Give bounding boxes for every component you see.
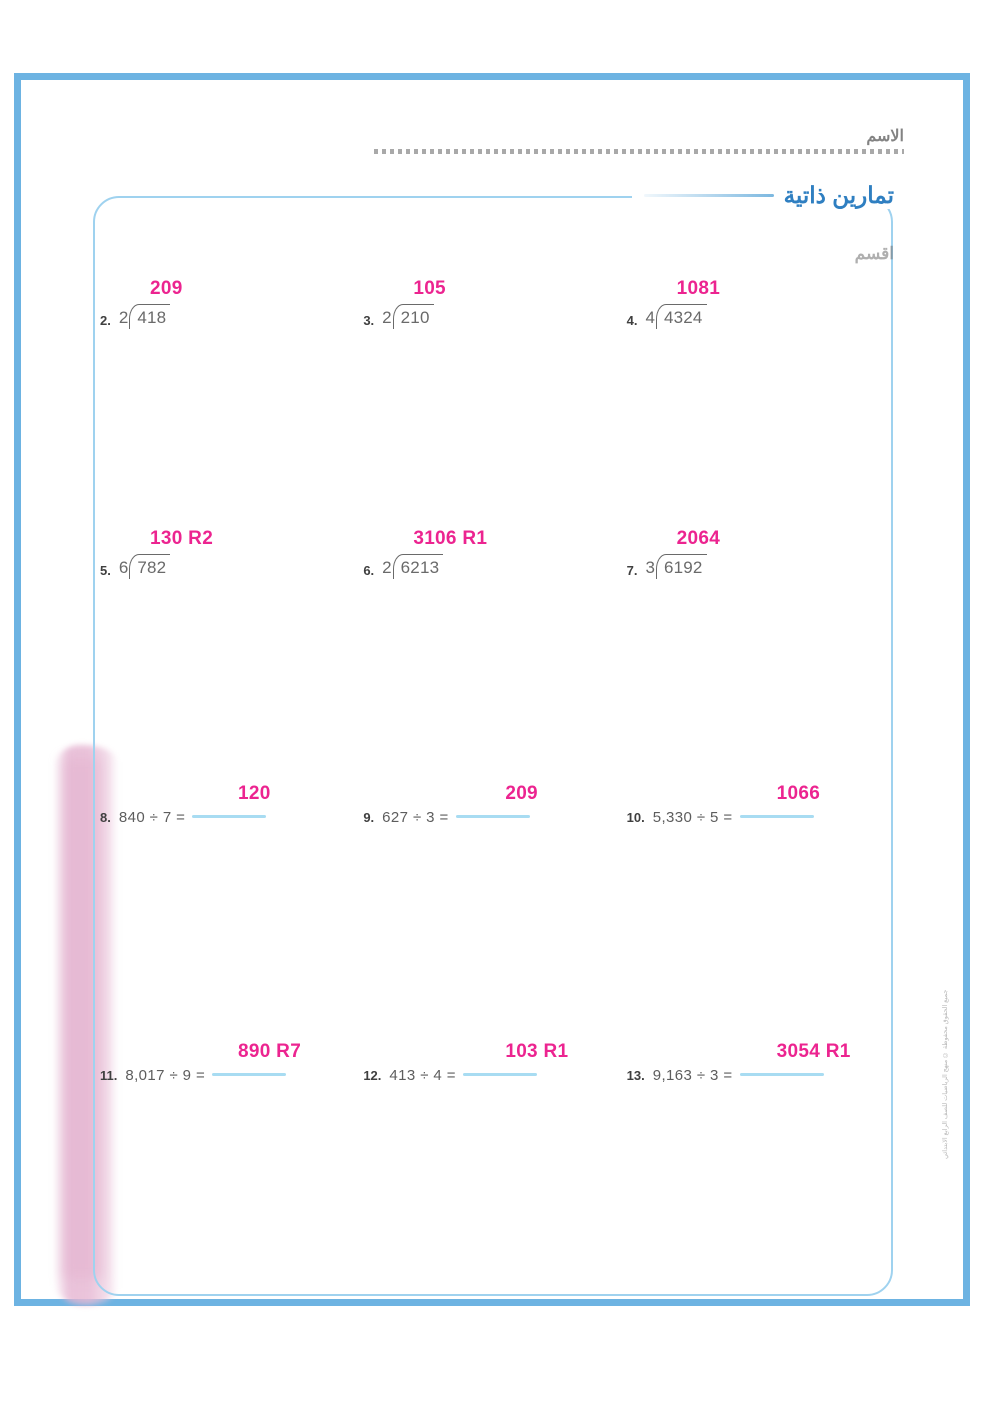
- inline-division-9[interactable]: 9. 627 ÷ 3 =: [363, 809, 626, 826]
- divisor-7: 3: [645, 558, 655, 577]
- problem-grid: 209 2. 2 418 105 3. 2 210 1081 4.: [100, 278, 890, 1161]
- dividend-7: 6192: [663, 558, 703, 577]
- answer-blank-11[interactable]: [212, 1073, 287, 1076]
- problem-cell-7: 2064 7. 3 6192: [627, 528, 890, 783]
- division-bracket-2: 418: [129, 304, 171, 329]
- problem-cell-9: 209 9. 627 ÷ 3 =: [363, 783, 626, 1041]
- problem-number-9: 9.: [363, 809, 375, 825]
- answer-blank-9[interactable]: [455, 815, 530, 818]
- problem-cell-12: 103 R1 12. 413 ÷ 4 =: [363, 1041, 626, 1161]
- page-title: تمارين ذاتية: [783, 182, 894, 208]
- problem-row: 120 8. 840 ÷ 7 = 209 9. 627 ÷ 3 = 1066 1…: [100, 783, 890, 1041]
- answer-3: 105: [413, 278, 446, 299]
- dividend-6: 6213: [400, 558, 440, 577]
- expression-10: 5,330 ÷ 5 =: [652, 809, 733, 826]
- problem-cell-10: 1066 10. 5,330 ÷ 5 =: [627, 783, 890, 1041]
- problem-row: 130 R2 5. 6 782 3106 R1 6. 2 6213 2064: [100, 528, 890, 783]
- expression-12: 413 ÷ 4 =: [389, 1067, 456, 1084]
- title-rule-line: [643, 194, 774, 197]
- problem-cell-5: 130 R2 5. 6 782: [100, 528, 363, 783]
- answer-5: 130 R2: [150, 528, 214, 549]
- division-bracket-6: 6213: [392, 554, 444, 579]
- dividend-3: 210: [400, 308, 430, 327]
- page-frame: [14, 73, 970, 1306]
- answer-2: 209: [150, 278, 183, 299]
- problem-row: 209 2. 2 418 105 3. 2 210 1081 4.: [100, 278, 890, 528]
- divisor-5: 6: [118, 558, 129, 577]
- problem-row: 890 R7 11. 8,017 ÷ 9 = 103 R1 12. 413 ÷ …: [100, 1041, 890, 1161]
- problem-cell-2: 209 2. 2 418: [100, 278, 363, 528]
- problem-number-13: 13.: [626, 1067, 645, 1083]
- instruction-label: اقسم: [854, 244, 894, 263]
- answer-9: 209: [505, 783, 538, 804]
- problem-number-2: 2.: [100, 313, 111, 328]
- problem-number-4: 4.: [626, 313, 638, 328]
- long-division-2[interactable]: 2. 2 418: [100, 304, 363, 329]
- answer-13: 3054 R1: [776, 1041, 851, 1062]
- long-division-5[interactable]: 5. 6 782: [100, 554, 363, 579]
- expression-11: 8,017 ÷ 9 =: [125, 1067, 206, 1084]
- name-row: الاسم: [374, 126, 905, 154]
- answer-10: 1066: [776, 783, 821, 804]
- name-label: الاسم: [866, 128, 905, 145]
- inline-division-12[interactable]: 12. 413 ÷ 4 =: [363, 1067, 626, 1084]
- answer-blank-10[interactable]: [739, 815, 814, 818]
- division-bracket-7: 6192: [655, 554, 707, 579]
- expression-9: 627 ÷ 3 =: [382, 809, 449, 826]
- long-division-3[interactable]: 3. 2 210: [363, 304, 626, 329]
- problem-number-3: 3.: [363, 313, 375, 328]
- problem-cell-4: 1081 4. 4 4324: [627, 278, 890, 528]
- divisor-4: 4: [645, 308, 655, 327]
- vertical-credit-text: جميع الحقوق محفوظة © منهج الرياضيات للصف…: [942, 990, 949, 1160]
- answer-12: 103 R1: [505, 1041, 569, 1062]
- problem-number-7: 7.: [626, 563, 638, 578]
- answer-blank-13[interactable]: [739, 1073, 824, 1076]
- dividend-5: 782: [137, 558, 167, 577]
- answer-blank-8[interactable]: [192, 815, 267, 818]
- dividend-2: 418: [137, 308, 167, 327]
- answer-4: 1081: [676, 278, 721, 299]
- division-bracket-5: 782: [129, 554, 171, 579]
- problem-number-12: 12.: [363, 1067, 382, 1083]
- answer-6: 3106 R1: [413, 528, 488, 549]
- problem-cell-3: 105 3. 2 210: [363, 278, 626, 528]
- division-bracket-3: 210: [392, 304, 434, 329]
- division-bracket-4: 4324: [655, 304, 707, 329]
- name-dotted-line[interactable]: [374, 149, 904, 154]
- long-division-7[interactable]: 7. 3 6192: [627, 554, 890, 579]
- problem-number-8: 8.: [100, 809, 111, 825]
- problem-number-6: 6.: [363, 563, 375, 578]
- answer-blank-12[interactable]: [462, 1073, 537, 1076]
- expression-13: 9,163 ÷ 3 =: [652, 1067, 733, 1084]
- divisor-3: 2: [382, 308, 392, 327]
- problem-number-11: 11.: [100, 1067, 118, 1083]
- expression-8: 840 ÷ 7 =: [118, 809, 186, 826]
- problem-cell-6: 3106 R1 6. 2 6213: [363, 528, 626, 783]
- problem-number-5: 5.: [100, 563, 111, 578]
- divisor-6: 2: [382, 558, 392, 577]
- inline-division-10[interactable]: 10. 5,330 ÷ 5 =: [627, 809, 890, 826]
- answer-8: 120: [238, 783, 271, 804]
- problem-cell-13: 3054 R1 13. 9,163 ÷ 3 =: [627, 1041, 890, 1161]
- inline-division-13[interactable]: 13. 9,163 ÷ 3 =: [627, 1067, 890, 1084]
- long-division-6[interactable]: 6. 2 6213: [363, 554, 626, 579]
- problem-cell-8: 120 8. 840 ÷ 7 =: [100, 783, 363, 1041]
- dividend-4: 4324: [663, 308, 703, 327]
- answer-7: 2064: [676, 528, 721, 549]
- long-division-4[interactable]: 4. 4 4324: [627, 304, 890, 329]
- divisor-2: 2: [118, 308, 129, 327]
- answer-11: 890 R7: [238, 1041, 302, 1062]
- inline-division-11[interactable]: 11. 8,017 ÷ 9 =: [100, 1067, 363, 1084]
- worksheet-title-group: تمارين ذاتية: [631, 182, 900, 209]
- problem-cell-11: 890 R7 11. 8,017 ÷ 9 =: [100, 1041, 363, 1161]
- inline-division-8[interactable]: 8. 840 ÷ 7 =: [100, 809, 363, 826]
- problem-number-10: 10.: [626, 809, 645, 825]
